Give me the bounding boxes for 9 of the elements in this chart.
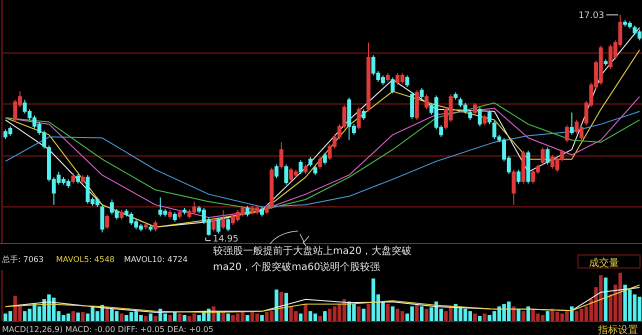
text: MAVOL5: 4548 — [56, 255, 115, 264]
text: 指标设置 — [597, 324, 638, 335]
text: MAVOL10: 4724 — [124, 255, 188, 264]
annotation: 14.95 — [212, 234, 239, 245]
text: 较强股一般提前于大盘站上ma20，大盘突破ma20，个股突破ma60说明个股较强 — [213, 244, 413, 275]
text: 总手: 7063 — [1, 255, 44, 264]
text: 成交量 — [589, 257, 619, 269]
text: MACD(12,26,9) MACD: -0.00 DIFF: +0.05 DEA: +0.05 — [2, 325, 214, 334]
annotation: 17.03 — [578, 10, 604, 21]
